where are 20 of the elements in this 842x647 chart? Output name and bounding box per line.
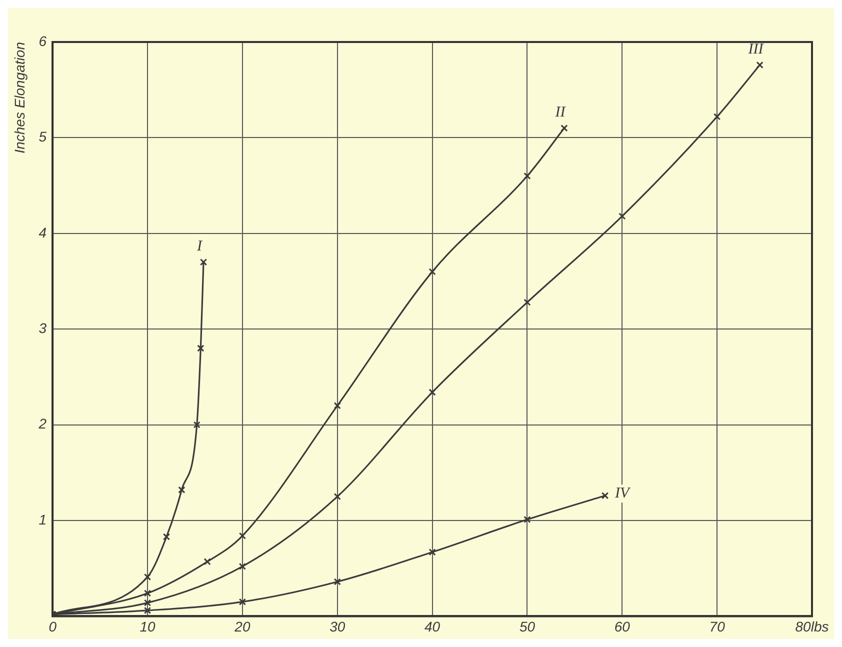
x-tick-label: 80lbs bbox=[795, 618, 829, 634]
x-tick-label: 20 bbox=[234, 618, 250, 634]
y-tick-label: 5 bbox=[38, 128, 47, 145]
x-tick-label: 30 bbox=[330, 618, 346, 634]
y-axis-title: Inches Elongation bbox=[11, 42, 28, 154]
y-tick-label: 1 bbox=[38, 511, 47, 528]
x-tick-label: 70 bbox=[709, 618, 726, 634]
x-tick-label: 40 bbox=[424, 618, 440, 634]
y-tick-label: 2 bbox=[38, 416, 47, 432]
x-tick-label: 0 bbox=[48, 618, 57, 634]
series-label: IV bbox=[614, 486, 632, 502]
x-tick-label: 50 bbox=[519, 618, 536, 634]
series-label: II bbox=[554, 104, 566, 121]
y-tick-label: 6 bbox=[38, 32, 47, 49]
y-tick-label: 3 bbox=[38, 320, 47, 336]
x-tick-label: 10 bbox=[140, 618, 156, 634]
x-tick-label: 60 bbox=[614, 618, 630, 634]
series-label: I bbox=[196, 238, 204, 255]
y-tick-label: 4 bbox=[38, 224, 47, 240]
series-label: III bbox=[747, 41, 764, 58]
